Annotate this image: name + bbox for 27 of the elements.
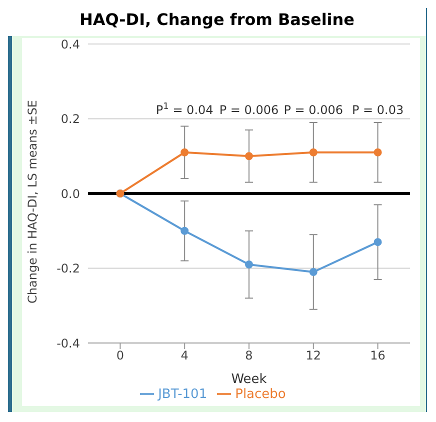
- annotation: P = 0.006: [284, 103, 344, 117]
- x-tick-label: 8: [245, 348, 253, 363]
- x-tick-label: 4: [180, 348, 188, 363]
- annotation: P = 0.03: [352, 103, 404, 117]
- y-tick-label: 0.2: [60, 112, 80, 126]
- point: [245, 260, 253, 269]
- y-tick-label: 0.4: [60, 37, 80, 52]
- point: [374, 148, 382, 156]
- x-tick-label: 0: [116, 348, 124, 363]
- y-tick-label: 0.0: [60, 186, 80, 201]
- point: [245, 152, 253, 160]
- point: [180, 148, 189, 156]
- x-tick-label: 16: [370, 348, 386, 363]
- point: [374, 238, 382, 246]
- x-axis-title: Week: [231, 372, 268, 387]
- annotation: P = 0.006: [219, 103, 279, 117]
- legend-label: JBT-101: [158, 387, 208, 402]
- legend-label: Placebo: [235, 387, 286, 402]
- y-tick-label: -0.4: [56, 336, 80, 350]
- x-tick-label: 12: [306, 348, 322, 363]
- point: [180, 226, 189, 235]
- y-tick-label: -0.2: [56, 262, 80, 276]
- point: [309, 148, 318, 156]
- chart-title: HAQ-DI, Change from Baseline: [8, 8, 426, 36]
- point: [309, 268, 318, 276]
- annotation: P$^{1}$ = 0.04: [156, 102, 214, 117]
- y-axis-title: Change in HAQ-DI, LS means ±SE: [25, 100, 40, 304]
